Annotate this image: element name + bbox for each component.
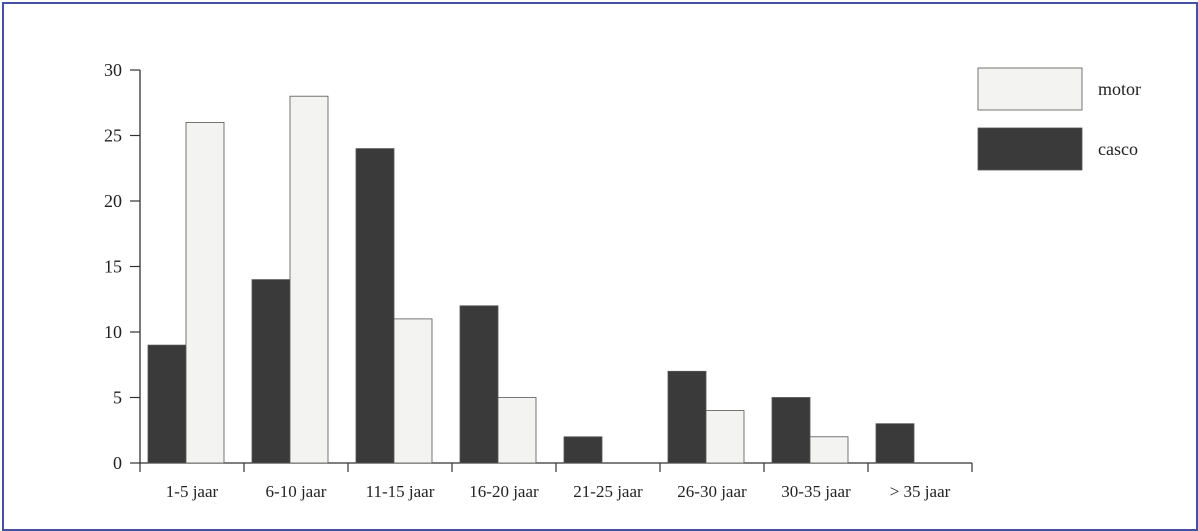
bar-casco (459, 305, 499, 464)
bar-motor (497, 397, 537, 464)
x-category-label: > 35 jaar (890, 482, 951, 501)
x-category-label: 30-35 jaar (781, 482, 851, 501)
x-category-label: 11-15 jaar (366, 482, 435, 501)
y-tick-label: 15 (104, 257, 122, 277)
bar-motor (393, 318, 433, 464)
chart-legend: motor casco (977, 67, 1141, 171)
legend-swatch-casco (977, 127, 1083, 171)
bar-motor (185, 122, 225, 464)
bar-casco (875, 423, 915, 464)
bar-casco (563, 436, 603, 464)
x-category-label: 6-10 jaar (266, 482, 327, 501)
y-tick-label: 30 (104, 60, 122, 80)
y-tick-label: 25 (104, 126, 122, 146)
x-category-label: 16-20 jaar (469, 482, 539, 501)
y-tick-label: 10 (104, 322, 122, 342)
bar-casco (667, 370, 707, 464)
legend-label-casco: casco (1098, 139, 1138, 159)
bar-casco (355, 148, 395, 464)
bar-motor (809, 436, 849, 464)
chart-bars (147, 95, 915, 464)
legend-label-motor: motor (1098, 79, 1141, 99)
bar-casco (251, 279, 291, 464)
bar-motor (705, 410, 745, 464)
y-tick-label: 5 (113, 388, 122, 408)
y-tick-label: 20 (104, 191, 122, 211)
legend-swatch-motor (977, 67, 1083, 111)
x-category-label: 1-5 jaar (166, 482, 219, 501)
bar-casco (771, 397, 811, 464)
x-category-label: 26-30 jaar (677, 482, 747, 501)
chart-tick-labels: 0 5 10 15 20 25 30 1-5 jaar 6-10 jaar 11-15 jaar 1… (104, 60, 951, 501)
x-category-label: 21-25 jaar (573, 482, 643, 501)
bar-casco (147, 344, 187, 464)
bar-motor (289, 95, 329, 464)
y-tick-label: 0 (113, 453, 122, 473)
